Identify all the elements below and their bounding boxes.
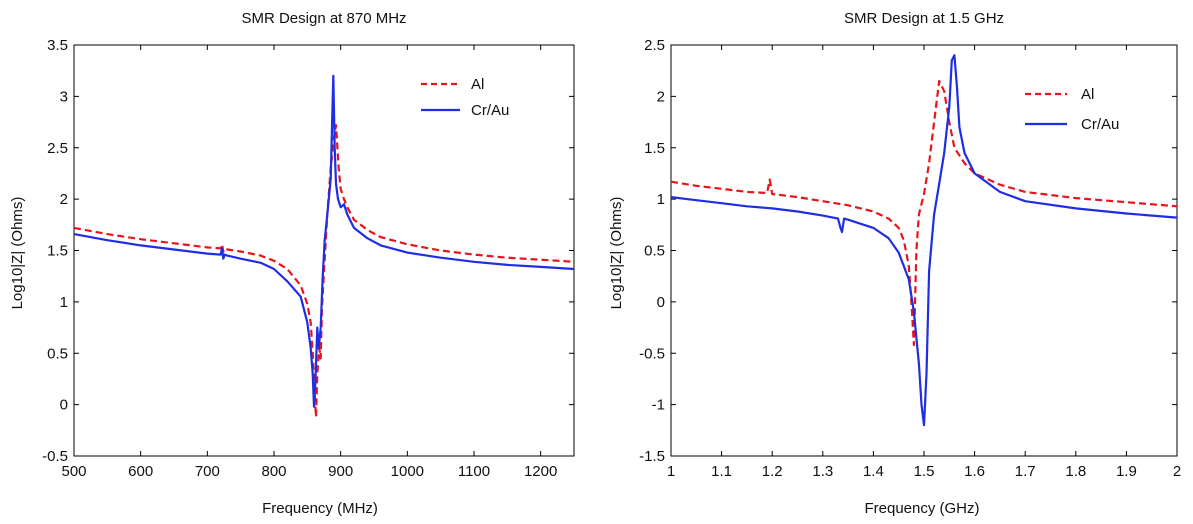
- x-tick-label: 1100: [458, 463, 490, 480]
- y-tick-label: 0.5: [47, 345, 68, 362]
- y-tick-label: 3: [60, 88, 68, 105]
- legend-label-al: Al: [1081, 86, 1094, 103]
- plot-frame: [670, 44, 1178, 457]
- chart-left: SMR Design at 870 MHz Frequency (MHz) Lo…: [9, 10, 575, 517]
- x-tick-label: 1200: [524, 463, 557, 480]
- y-tick-label: 2.5: [47, 140, 68, 157]
- legend: Al Cr/Au: [1025, 86, 1119, 133]
- y-tick-label: 0: [657, 294, 665, 311]
- y-tick-label: 0: [60, 397, 68, 414]
- x-tick-label: 600: [128, 463, 153, 480]
- legend-label-crau: Cr/Au: [1081, 116, 1119, 133]
- y-axis-label: Log10|Z| (Ohms): [9, 197, 26, 310]
- y-tick-label: 3.5: [47, 37, 68, 54]
- y-tick-label: -0.5: [42, 448, 68, 465]
- chart-title: SMR Design at 1.5 GHz: [844, 10, 1004, 27]
- y-tick-label: 1.5: [47, 243, 68, 260]
- x-tick-label: 1.7: [1015, 463, 1036, 480]
- x-tick-label: 1.8: [1065, 463, 1086, 480]
- x-axis-label: Frequency (GHz): [864, 500, 979, 517]
- y-axis-label: Log10|Z| (Ohms): [608, 197, 625, 310]
- chart-title: SMR Design at 870 MHz: [241, 10, 406, 27]
- x-tick-label: 900: [328, 463, 353, 480]
- x-tick-label: 2: [1173, 463, 1181, 480]
- y-tick-label: -0.5: [639, 345, 665, 362]
- x-tick-label: 500: [61, 463, 86, 480]
- legend-label-crau: Cr/Au: [471, 102, 509, 119]
- y-tick-label: -1.5: [639, 448, 665, 465]
- legend: Al Cr/Au: [421, 76, 509, 119]
- x-tick-label: 1.1: [711, 463, 732, 480]
- y-tick-label: 1: [60, 294, 68, 311]
- chart-right: SMR Design at 1.5 GHz Frequency (GHz) Lo…: [608, 10, 1181, 517]
- series-line-cr-au: [670, 54, 1178, 427]
- y-tick-label: 2.5: [644, 37, 665, 54]
- legend-label-al: Al: [471, 76, 484, 93]
- y-tick-label: 2: [60, 191, 68, 208]
- x-axis-label: Frequency (MHz): [262, 500, 378, 517]
- x-tick-label: 1000: [391, 463, 424, 480]
- x-tick-label: 800: [261, 463, 286, 480]
- x-tick-label: 1.5: [914, 463, 935, 480]
- y-tick-label: 1.5: [644, 140, 665, 157]
- x-tick-label: 1.4: [863, 463, 884, 480]
- y-tick-label: -1: [652, 397, 665, 414]
- y-tick-label: 0.5: [644, 243, 665, 260]
- series-line-al: [670, 79, 1178, 347]
- y-tick-label: 1: [657, 191, 665, 208]
- y-tick-label: 2: [657, 88, 665, 105]
- x-tick-label: 1.2: [762, 463, 783, 480]
- x-tick-label: 1.9: [1116, 463, 1137, 480]
- x-tick-label: 700: [195, 463, 220, 480]
- x-tick-label: 1.6: [964, 463, 985, 480]
- x-tick-label: 1.3: [812, 463, 833, 480]
- series-line-cr-au: [73, 74, 575, 408]
- x-tick-label: 1: [667, 463, 675, 480]
